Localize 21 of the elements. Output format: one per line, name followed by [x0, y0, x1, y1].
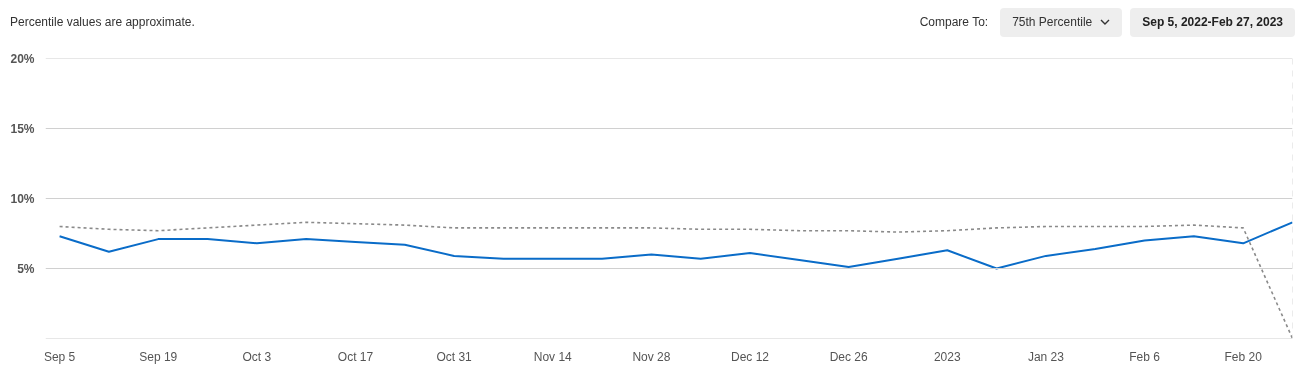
x-tick-label: Feb 20 — [1224, 349, 1263, 364]
x-tick-label: Dec 26 — [829, 349, 868, 364]
x-tick-label: Jan 23 — [1027, 349, 1065, 364]
x-tick-label: Oct 31 — [436, 349, 473, 364]
x-tick-label: Feb 6 — [1129, 349, 1161, 364]
y-tick-label: 10% — [10, 191, 35, 206]
x-tick-label: Sep 19 — [139, 349, 178, 364]
x-tick-label: Nov 28 — [632, 349, 671, 364]
x-tick-label: Nov 14 — [533, 349, 573, 364]
x-tick-label: 2023 — [933, 349, 961, 364]
x-tick-label: Sep 5 — [43, 349, 76, 364]
y-tick-label: 20% — [10, 51, 35, 66]
text: Percentile values are approximate. — [10, 14, 195, 31]
x-tick-label: Oct 17 — [337, 349, 374, 364]
x-tick-label: Oct 3 — [242, 349, 272, 364]
text: Sep 5, 2022-Feb 27, 2023 — [1130, 8, 1295, 38]
y-tick-label: 15% — [10, 121, 35, 136]
y-tick-label: 5% — [17, 261, 35, 276]
x-tick-label: Dec 12 — [731, 349, 770, 364]
text: 75th Percentile — [1000, 8, 1123, 38]
text: Compare To: — [919, 14, 989, 31]
